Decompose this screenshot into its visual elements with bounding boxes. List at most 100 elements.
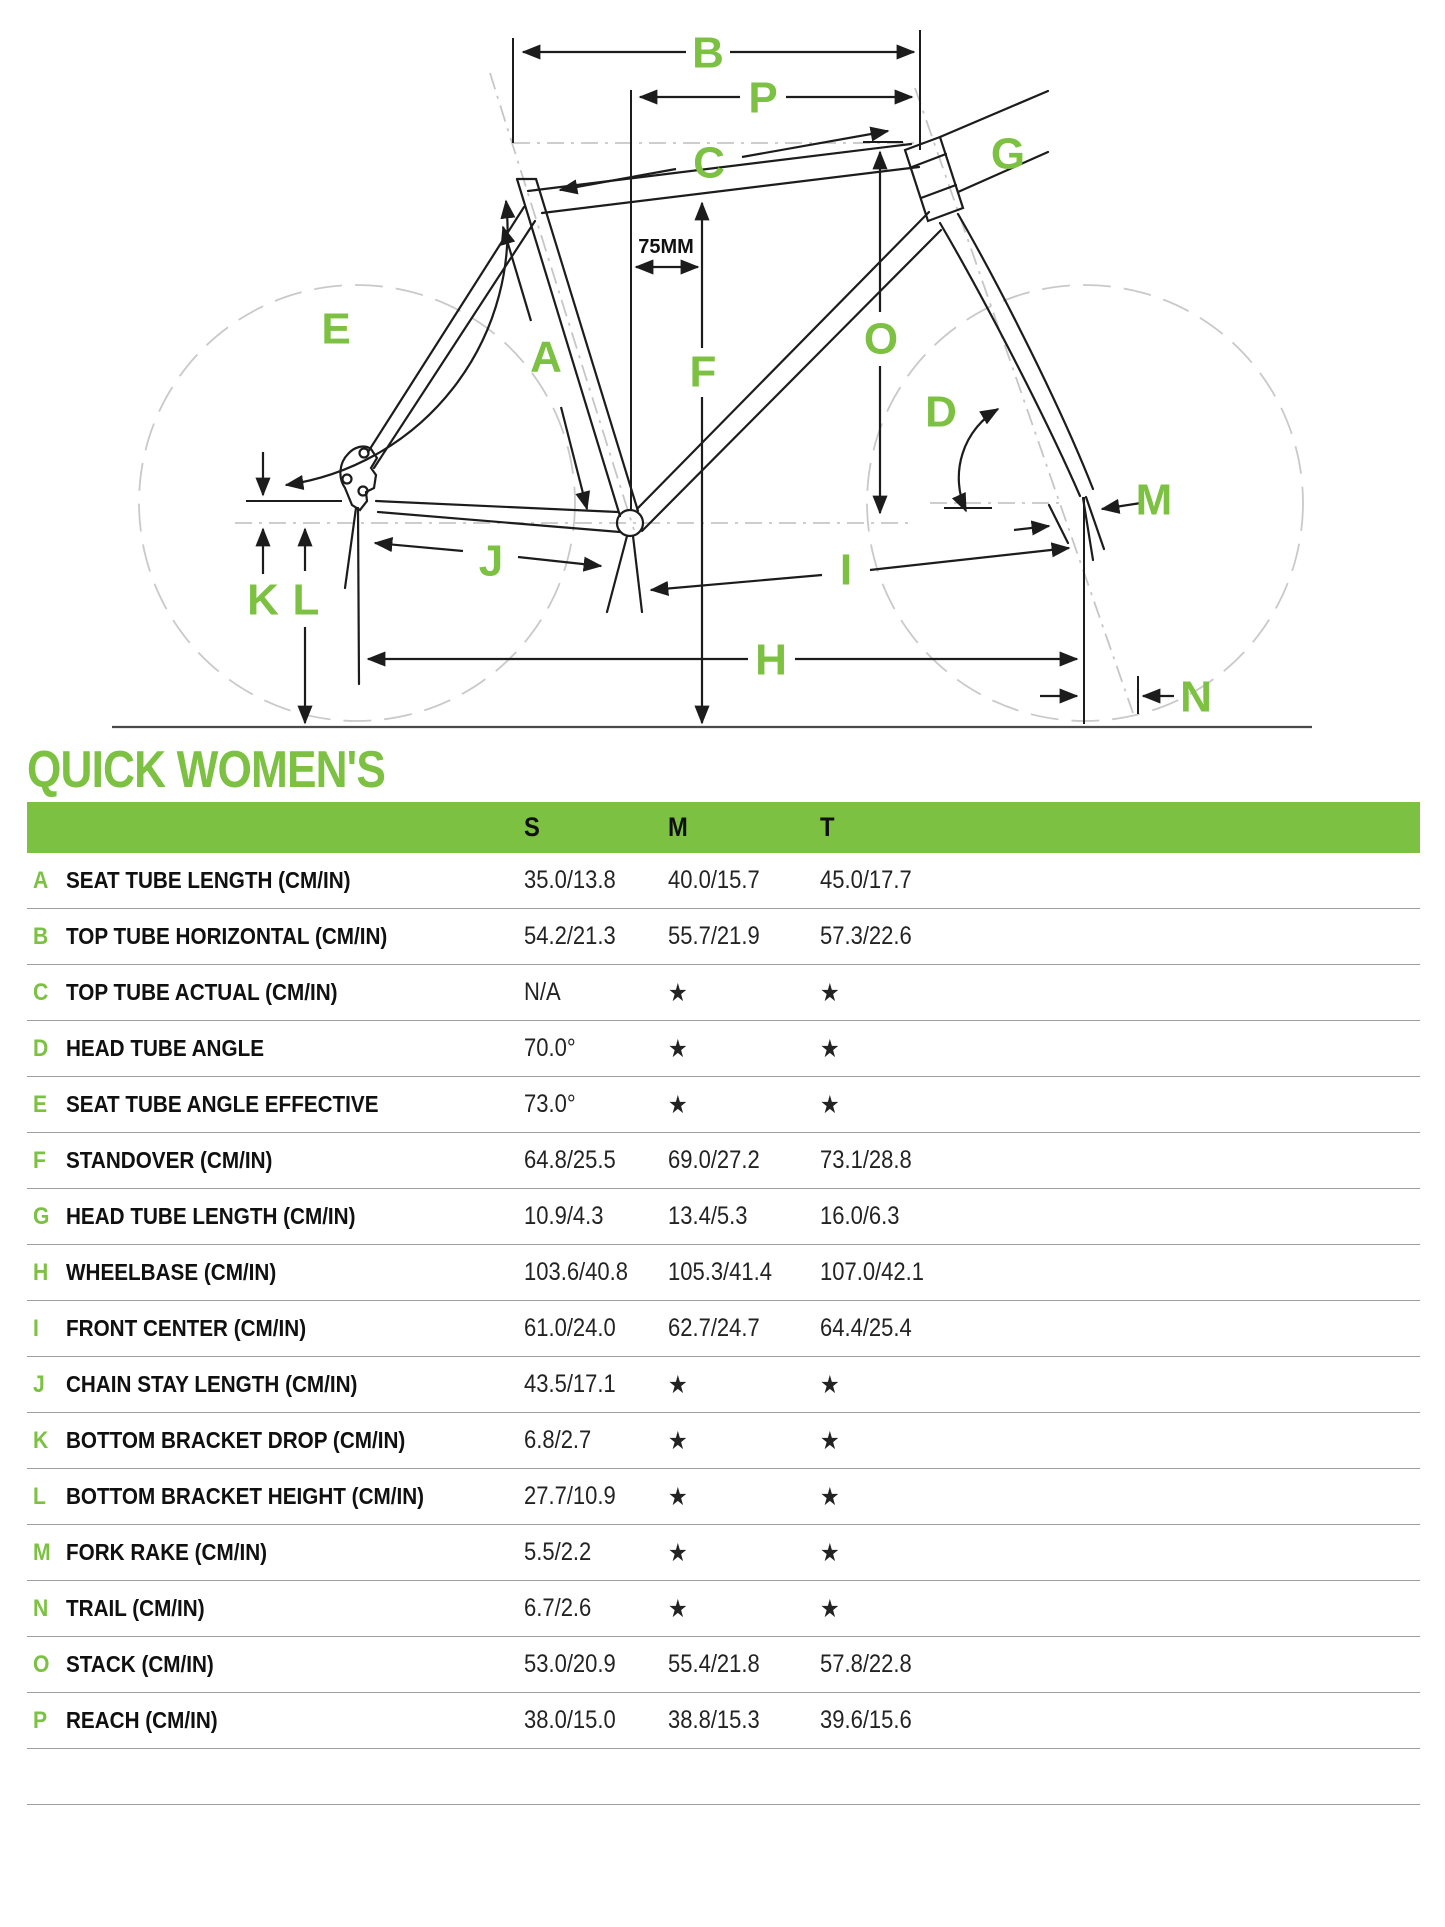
seat-tube	[515, 177, 622, 518]
fork-blade	[938, 221, 1082, 498]
cell-m: 55.7/21.9	[668, 922, 760, 950]
diagram-label-O: O	[864, 315, 898, 364]
row-letter: H	[33, 1258, 49, 1286]
cell-m: ★	[668, 978, 688, 1007]
table-row-F: F STANDOVER (CM/IN) 64.8/25.5 69.0/27.2 73.1…	[27, 1133, 1420, 1189]
row-label: WHEELBASE (CM/IN)	[66, 1259, 277, 1285]
cell-t: 64.4/25.4	[820, 1314, 912, 1342]
cell-s: 35.0/13.8	[524, 866, 616, 894]
dim-E	[284, 199, 516, 491]
table-row-N: N TRAIL (CM/IN) 6.7/2.6 ★ ★	[27, 1581, 1420, 1637]
head-tube	[903, 135, 965, 223]
cell-t: ★	[820, 1594, 840, 1623]
diagram-label-I: I	[840, 546, 852, 595]
row-letter: K	[33, 1426, 49, 1454]
cell-t: 45.0/17.7	[820, 866, 912, 894]
cell-s: 53.0/20.9	[524, 1650, 616, 1678]
cell-s: 70.0°	[524, 1034, 576, 1062]
cell-s: N/A	[524, 978, 561, 1006]
row-letter: P	[33, 1706, 48, 1734]
table-row-C: C TOP TUBE ACTUAL (CM/IN) N/A ★ ★	[27, 965, 1420, 1021]
table-row-M: M FORK RAKE (CM/IN) 5.5/2.2 ★ ★	[27, 1525, 1420, 1581]
row-label: SEAT TUBE ANGLE EFFECTIVE	[66, 1091, 379, 1117]
bb-offset-annotation: 75MM	[638, 236, 694, 258]
row-letter: D	[33, 1034, 49, 1062]
row-letter: O	[33, 1650, 50, 1678]
row-letter: F	[33, 1146, 46, 1174]
cell-m: 38.8/15.3	[668, 1706, 760, 1734]
cell-s: 10.9/4.3	[524, 1202, 604, 1230]
diagram-label-P: P	[748, 74, 777, 123]
diagram-label-E: E	[321, 305, 350, 354]
extent-lines	[246, 30, 1139, 724]
row-label: CHAIN STAY LENGTH (CM/IN)	[66, 1371, 358, 1397]
cell-m: ★	[668, 1370, 688, 1399]
size-header-m: M	[668, 812, 688, 842]
row-label: FORK RAKE (CM/IN)	[66, 1539, 268, 1565]
cell-m: ★	[668, 1538, 688, 1567]
cell-s: 5.5/2.2	[524, 1538, 592, 1566]
cell-t: ★	[820, 1538, 840, 1567]
cell-t: ★	[820, 1034, 840, 1063]
diagram-label-F: F	[690, 348, 717, 397]
table-row-H: H WHEELBASE (CM/IN) 103.6/40.8 105.3/41.4 10…	[27, 1245, 1420, 1301]
stem-lower-line	[956, 150, 1050, 194]
cell-m: 62.7/24.7	[668, 1314, 760, 1342]
row-letter: L	[33, 1482, 46, 1510]
row-label: SEAT TUBE LENGTH (CM/IN)	[66, 867, 351, 893]
dim-J	[373, 537, 464, 553]
cell-t: 57.3/22.6	[820, 922, 912, 950]
row-label: HEAD TUBE LENGTH (CM/IN)	[66, 1203, 356, 1229]
row-letter: M	[33, 1538, 51, 1566]
dimension-arrows	[255, 44, 1174, 725]
size-header-s: S	[524, 812, 540, 842]
cell-m: 13.4/5.3	[668, 1202, 748, 1230]
row-label: HEAD TUBE ANGLE	[66, 1035, 264, 1061]
cell-s: 64.8/25.5	[524, 1146, 616, 1174]
row-label: TOP TUBE ACTUAL (CM/IN)	[66, 979, 338, 1005]
cell-t: ★	[820, 978, 840, 1007]
diagram-label-H: H	[755, 636, 787, 685]
cell-s: 38.0/15.0	[524, 1706, 616, 1734]
cell-t: ★	[820, 1090, 840, 1119]
cell-m: 40.0/15.7	[668, 866, 760, 894]
row-letter: N	[33, 1594, 49, 1622]
cell-s: 103.6/40.8	[524, 1258, 628, 1286]
wheel-circles	[138, 284, 1304, 722]
table-row-L: L BOTTOM BRACKET HEIGHT (CM/IN) 27.7/10.9 ★…	[27, 1469, 1420, 1525]
cell-s: 43.5/17.1	[524, 1370, 616, 1398]
cell-m: 55.4/21.8	[668, 1650, 760, 1678]
dim-D	[951, 408, 1000, 513]
row-letter: G	[33, 1202, 50, 1230]
diagram-labels: BPC G E A F OD M J K L I H N	[247, 29, 1212, 722]
row-letter: I	[33, 1314, 39, 1342]
row-label: TRAIL (CM/IN)	[66, 1595, 205, 1621]
row-letter: C	[33, 978, 49, 1006]
geometry-table-body: A SEAT TUBE LENGTH (CM/IN) 35.0/13.8 40.0/1…	[0, 853, 1445, 1749]
cell-t: 16.0/6.3	[820, 1202, 900, 1230]
table-row-D: D HEAD TUBE ANGLE 70.0° ★ ★	[27, 1021, 1420, 1077]
empty-row	[27, 1749, 1420, 1805]
cell-m: ★	[668, 1090, 688, 1119]
diagram-label-M: M	[1136, 476, 1173, 525]
diagram-label-D: D	[925, 388, 957, 437]
cell-s: 54.2/21.3	[524, 922, 616, 950]
diagram-label-C: C	[693, 139, 725, 188]
dim-M	[1013, 520, 1051, 536]
cell-s: 73.0°	[524, 1090, 576, 1118]
cell-s: 6.8/2.7	[524, 1426, 592, 1454]
diagram-label-K: K	[247, 576, 279, 625]
table-row-P: P REACH (CM/IN) 38.0/15.0 38.8/15.3 39.6/15.…	[27, 1693, 1420, 1749]
size-header-row: S M T	[27, 802, 1420, 853]
table-row-J: J CHAIN STAY LENGTH (CM/IN) 43.5/17.1 ★ ★	[27, 1357, 1420, 1413]
table-row-B: B TOP TUBE HORIZONTAL (CM/IN) 54.2/21.3 55.…	[27, 909, 1420, 965]
cell-t: ★	[820, 1426, 840, 1455]
row-label: BOTTOM BRACKET HEIGHT (CM/IN)	[66, 1483, 425, 1509]
empty-row	[27, 1805, 1420, 1861]
cell-t: ★	[820, 1482, 840, 1511]
diagram-label-A: A	[530, 333, 562, 382]
cell-m: 105.3/41.4	[668, 1258, 772, 1286]
row-label: STACK (CM/IN)	[66, 1651, 214, 1677]
chain-stay	[374, 499, 620, 514]
